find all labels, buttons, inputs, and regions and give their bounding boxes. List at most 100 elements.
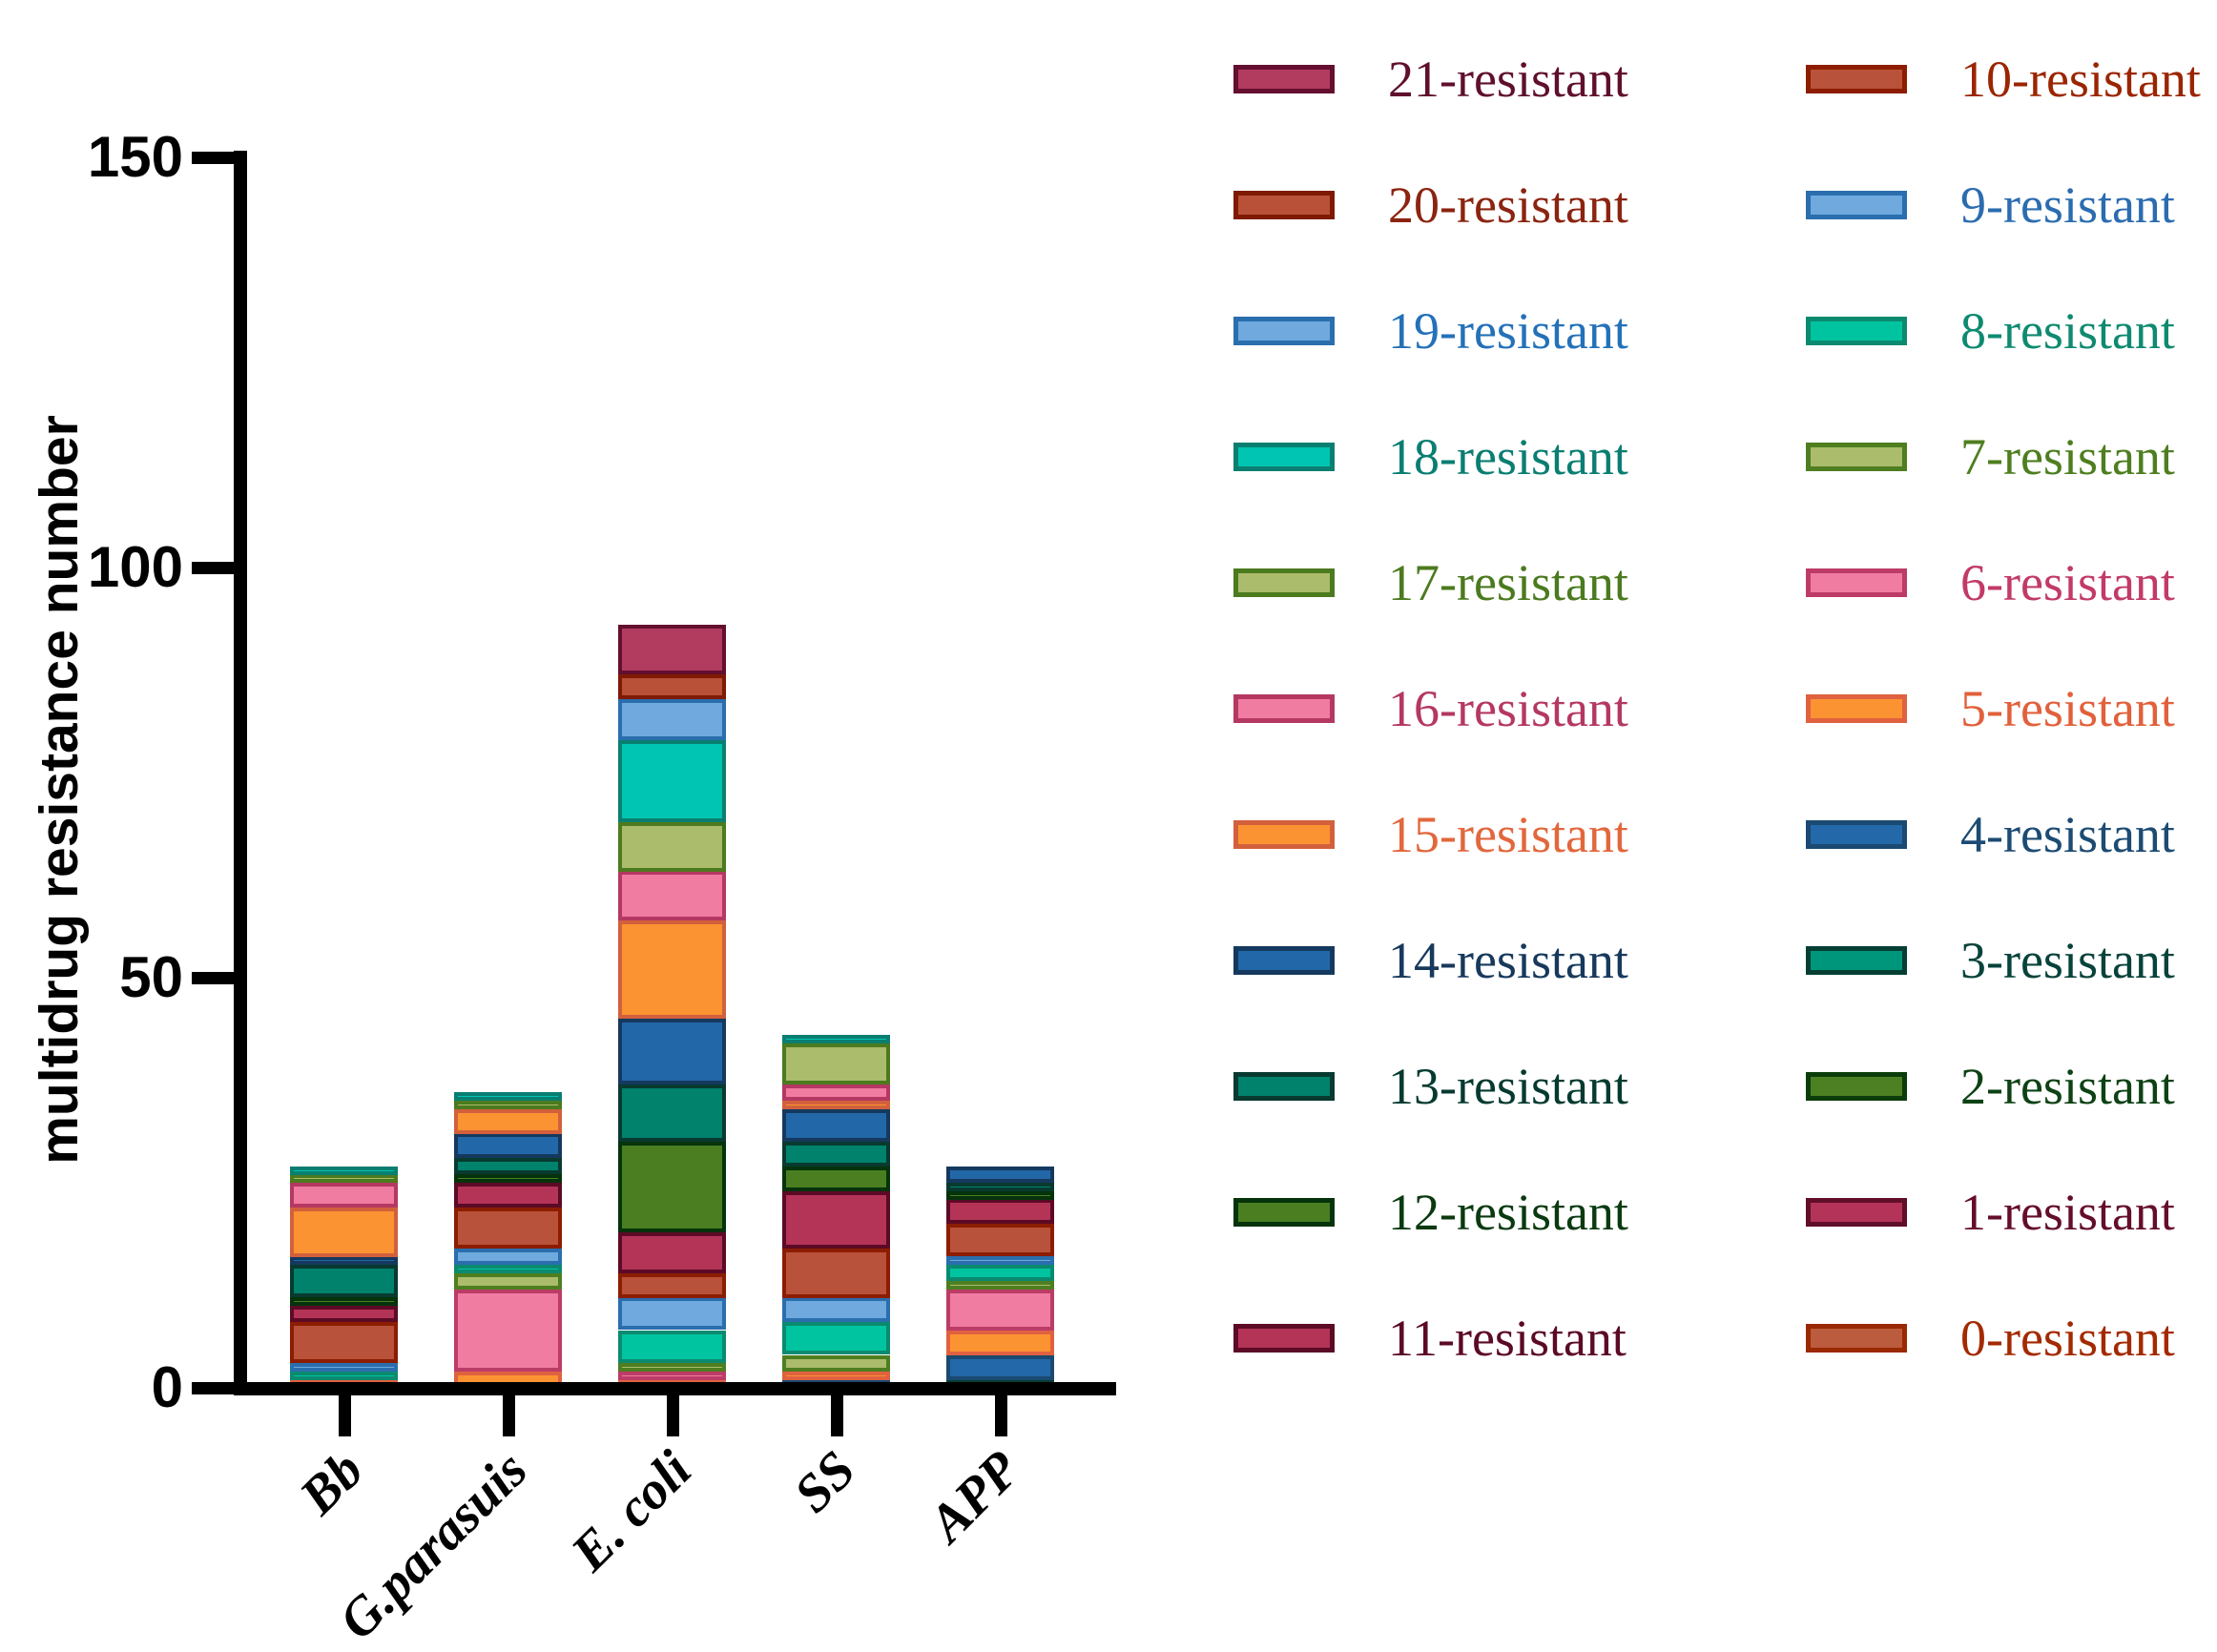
bar-segment-6-resistant <box>618 1372 726 1380</box>
bar-segment-8-resistant <box>454 1265 562 1273</box>
bar-segment-18-resistant <box>454 1092 562 1101</box>
legend-swatch-icon <box>1233 820 1335 849</box>
legend-swatch-icon <box>1233 317 1335 345</box>
legend-item: 16-resistant <box>1233 682 1628 735</box>
bar-segment-11-resistant <box>454 1183 562 1208</box>
bar-segment-9-resistant <box>454 1249 562 1265</box>
legend-swatch-icon <box>1233 1072 1335 1101</box>
legend-label: 12-resistant <box>1388 1184 1628 1241</box>
bar-segment-11-resistant <box>782 1191 890 1249</box>
legend-label: 18-resistant <box>1388 428 1628 485</box>
legend-label: 19-resistant <box>1388 302 1628 360</box>
bar-segment-14-resistant <box>946 1167 1054 1183</box>
legend-item: 12-resistant <box>1233 1186 1628 1239</box>
legend-label: 10-resistant <box>1960 51 2201 108</box>
bar-segment-11-resistant <box>290 1306 398 1322</box>
legend-label: 6-resistant <box>1960 554 2175 611</box>
legend-label: 7-resistant <box>1960 428 2175 485</box>
legend-item: 20-resistant <box>1233 178 1628 232</box>
legend-label: 14-resistant <box>1388 932 1628 989</box>
bar-segment-7-resistant <box>946 1281 1054 1290</box>
legend-swatch-icon <box>1806 568 1907 597</box>
legend-swatch-icon <box>1233 946 1335 975</box>
legend-swatch-icon <box>1233 694 1335 723</box>
bar-segment-12-resistant <box>946 1191 1054 1200</box>
legend-item: 8-resistant <box>1806 304 2175 358</box>
y-axis-tick-label: 100 <box>87 535 183 599</box>
legend-label: 13-resistant <box>1388 1058 1628 1115</box>
legend-item: 17-resistant <box>1233 556 1628 609</box>
legend-item: 2-resistant <box>1806 1060 2175 1113</box>
legend-swatch-icon <box>1233 65 1335 93</box>
legend-swatch-icon <box>1233 443 1335 471</box>
legend-swatch-icon <box>1806 946 1907 975</box>
legend-label: 20-resistant <box>1388 176 1628 234</box>
bar-segment-13-resistant <box>618 1084 726 1142</box>
legend-label: 9-resistant <box>1960 176 2175 234</box>
bar-segment-12-resistant <box>782 1167 890 1191</box>
legend-item: 11-resistant <box>1233 1311 1626 1365</box>
legend-swatch-icon <box>1806 443 1907 471</box>
bar-segment-4-resistant <box>946 1355 1054 1380</box>
legend-label: 16-resistant <box>1388 680 1628 737</box>
bar-segment-16-resistant <box>782 1084 890 1101</box>
legend-label: 3-resistant <box>1960 932 2175 989</box>
bar-segment-10-resistant <box>782 1249 890 1298</box>
bar-segment-10-resistant <box>618 1273 726 1298</box>
bar-segment-15-resistant <box>782 1101 890 1109</box>
y-axis-tick-mark <box>192 1382 237 1394</box>
legend-label: 15-resistant <box>1388 806 1628 863</box>
x-axis-tick-mark <box>995 1394 1007 1436</box>
legend-swatch-icon <box>1806 1198 1907 1227</box>
bar-segment-5-resistant <box>946 1331 1054 1355</box>
bar-segment-17-resistant <box>782 1043 890 1084</box>
bar-segment-13-resistant <box>290 1265 398 1297</box>
bar-segment-14-resistant <box>290 1256 398 1265</box>
legend-item: 4-resistant <box>1806 808 2175 861</box>
legend-item: 15-resistant <box>1233 808 1628 861</box>
bar-segment-11-resistant <box>618 1232 726 1273</box>
bar-segment-9-resistant <box>290 1363 398 1372</box>
bar-segment-9-resistant <box>782 1297 890 1322</box>
x-axis-tick-mark <box>667 1394 679 1436</box>
bar-segment-7-resistant <box>454 1273 562 1290</box>
bar-segment-6-resistant <box>454 1290 562 1372</box>
bar-segment-13-resistant <box>454 1158 562 1174</box>
y-axis-tick-label: 0 <box>151 1355 183 1419</box>
y-axis-tick-mark <box>192 972 237 984</box>
legend-item: 9-resistant <box>1806 178 2175 232</box>
legend-swatch-icon <box>1806 820 1907 849</box>
legend-item: 10-resistant <box>1806 52 2201 106</box>
legend-item: 0-resistant <box>1806 1311 2175 1365</box>
legend-label: 0-resistant <box>1960 1310 2175 1367</box>
legend-label: 1-resistant <box>1960 1184 2175 1241</box>
bar-segment-12-resistant <box>454 1174 562 1183</box>
bar-segment-16-resistant <box>618 871 726 920</box>
y-axis-tick-label: 50 <box>119 945 183 1009</box>
bar-segment-16-resistant <box>290 1183 398 1208</box>
bar-segment-21-resistant <box>618 625 726 674</box>
bar-segment-14-resistant <box>618 1019 726 1084</box>
bar-segment-12-resistant <box>290 1297 398 1306</box>
x-axis-tick-mark <box>831 1394 843 1436</box>
legend-item: 14-resistant <box>1233 934 1628 987</box>
bar-segment-10-resistant <box>454 1208 562 1249</box>
bar-segment-19-resistant <box>618 699 726 740</box>
legend-item: 19-resistant <box>1233 304 1628 358</box>
bar-segment-20-resistant <box>618 674 726 699</box>
legend-label: 11-resistant <box>1388 1310 1626 1367</box>
bar-segment-13-resistant <box>782 1142 890 1167</box>
legend-swatch-icon <box>1806 1072 1907 1101</box>
bar-segment-18-resistant <box>290 1167 398 1175</box>
bar-segment-5-resistant <box>782 1372 890 1380</box>
legend-item: 7-resistant <box>1806 430 2175 484</box>
legend-label: 17-resistant <box>1388 554 1628 611</box>
bar-segment-17-resistant <box>454 1101 562 1109</box>
bar-segment-17-resistant <box>618 822 726 872</box>
bar-segment-8-resistant <box>946 1265 1054 1281</box>
bar-segment-15-resistant <box>618 920 726 1019</box>
legend-swatch-icon <box>1233 1198 1335 1227</box>
legend-item: 6-resistant <box>1806 556 2175 609</box>
bar-segment-9-resistant <box>946 1256 1054 1265</box>
